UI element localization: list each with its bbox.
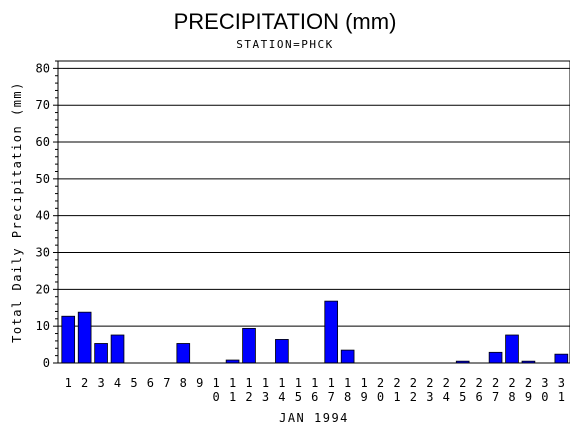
chart-title: PRECIPITATION (mm) <box>174 9 397 34</box>
x-tick-label: 3 <box>97 376 104 390</box>
bar-day-17 <box>324 300 339 364</box>
y-axis-label: Total Daily Precipitation (mm) <box>10 81 24 343</box>
bar-day-12 <box>242 327 256 364</box>
plot-frame <box>57 60 570 364</box>
x-tick-label: 9 <box>196 376 203 390</box>
bar-day-31 <box>554 353 569 364</box>
grid-lines <box>58 67 570 327</box>
bar-day-8 <box>176 343 191 364</box>
x-axis-label: JAN 1994 <box>279 411 349 425</box>
y-tick-label: 20 <box>36 282 50 296</box>
x-axis-ticks: 1 2 3 4 5 6 7 8 9 1 01 11 21 31 41 51 61 71 81 92 02 12 22 32 42… <box>65 376 565 404</box>
x-tick-label: 6 <box>147 376 154 390</box>
chart-subtitle: STATION=PHCK <box>236 38 333 51</box>
bar-day-3 <box>94 343 108 364</box>
bar-day-18 <box>340 349 355 364</box>
bar-day-1 <box>61 315 76 364</box>
bar-day-27 <box>488 351 503 364</box>
y-tick-label: 80 <box>36 61 50 75</box>
y-tick-label: 50 <box>36 172 50 186</box>
bar-day-4 <box>110 334 125 364</box>
bar-day-28 <box>505 334 519 364</box>
y-tick-label: 70 <box>36 98 50 112</box>
bar-day-14 <box>275 339 289 364</box>
x-tick-label: 4 <box>114 376 121 390</box>
y-axis-ticks: 0 10 20 30 40 50 60 70 80 <box>36 60 58 370</box>
x-tick-label: 1 <box>65 376 72 390</box>
x-tick-label: 5 <box>130 376 137 390</box>
y-tick-label: 10 <box>36 319 50 333</box>
y-tick-label: 40 <box>36 209 50 223</box>
x-tick-label: 8 <box>180 376 187 390</box>
bar-day-2 <box>77 311 92 364</box>
y-tick-label: 30 <box>36 246 50 260</box>
x-tick-label: 2 <box>81 376 88 390</box>
y-tick-label: 0 <box>43 356 50 370</box>
bars <box>61 300 569 364</box>
y-tick-label: 60 <box>36 135 50 149</box>
x-tick-label: 7 <box>163 376 170 390</box>
